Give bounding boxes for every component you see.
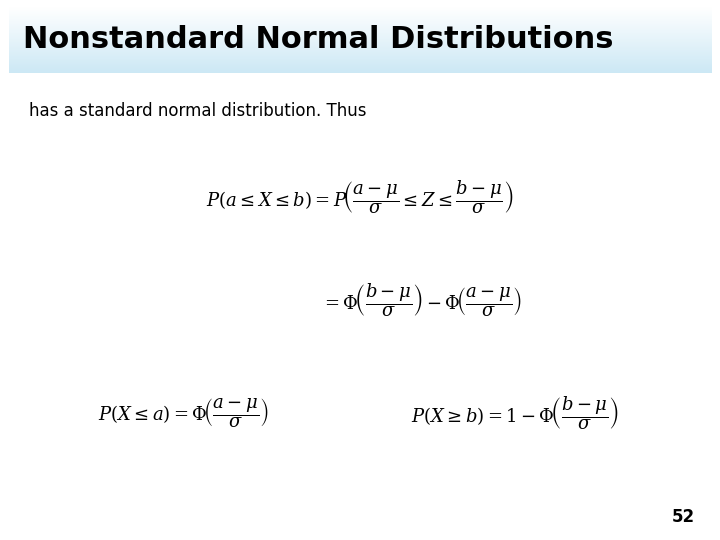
Text: has a standard normal distribution. Thus: has a standard normal distribution. Thus — [29, 102, 366, 120]
Text: $P(X \geq b) = 1 - \Phi\!\left(\dfrac{b-\mu}{\sigma}\right)$: $P(X \geq b) = 1 - \Phi\!\left(\dfrac{b-… — [411, 394, 618, 432]
Text: $P(X \leq a) = \Phi\!\left(\dfrac{a-\mu}{\sigma}\right)$: $P(X \leq a) = \Phi\!\left(\dfrac{a-\mu}… — [99, 396, 269, 430]
Text: Nonstandard Normal Distributions: Nonstandard Normal Distributions — [23, 25, 613, 55]
Text: $P(a \leq X \leq b) = P\!\left(\dfrac{a-\mu}{\sigma} \leq Z \leq \dfrac{b-\mu}{\: $P(a \leq X \leq b) = P\!\left(\dfrac{a-… — [207, 178, 513, 216]
Text: $= \Phi\!\left(\dfrac{b-\mu}{\sigma}\right) - \Phi\!\left(\dfrac{a-\mu}{\sigma}\: $= \Phi\!\left(\dfrac{b-\mu}{\sigma}\rig… — [321, 281, 521, 319]
Text: 52: 52 — [672, 509, 695, 526]
